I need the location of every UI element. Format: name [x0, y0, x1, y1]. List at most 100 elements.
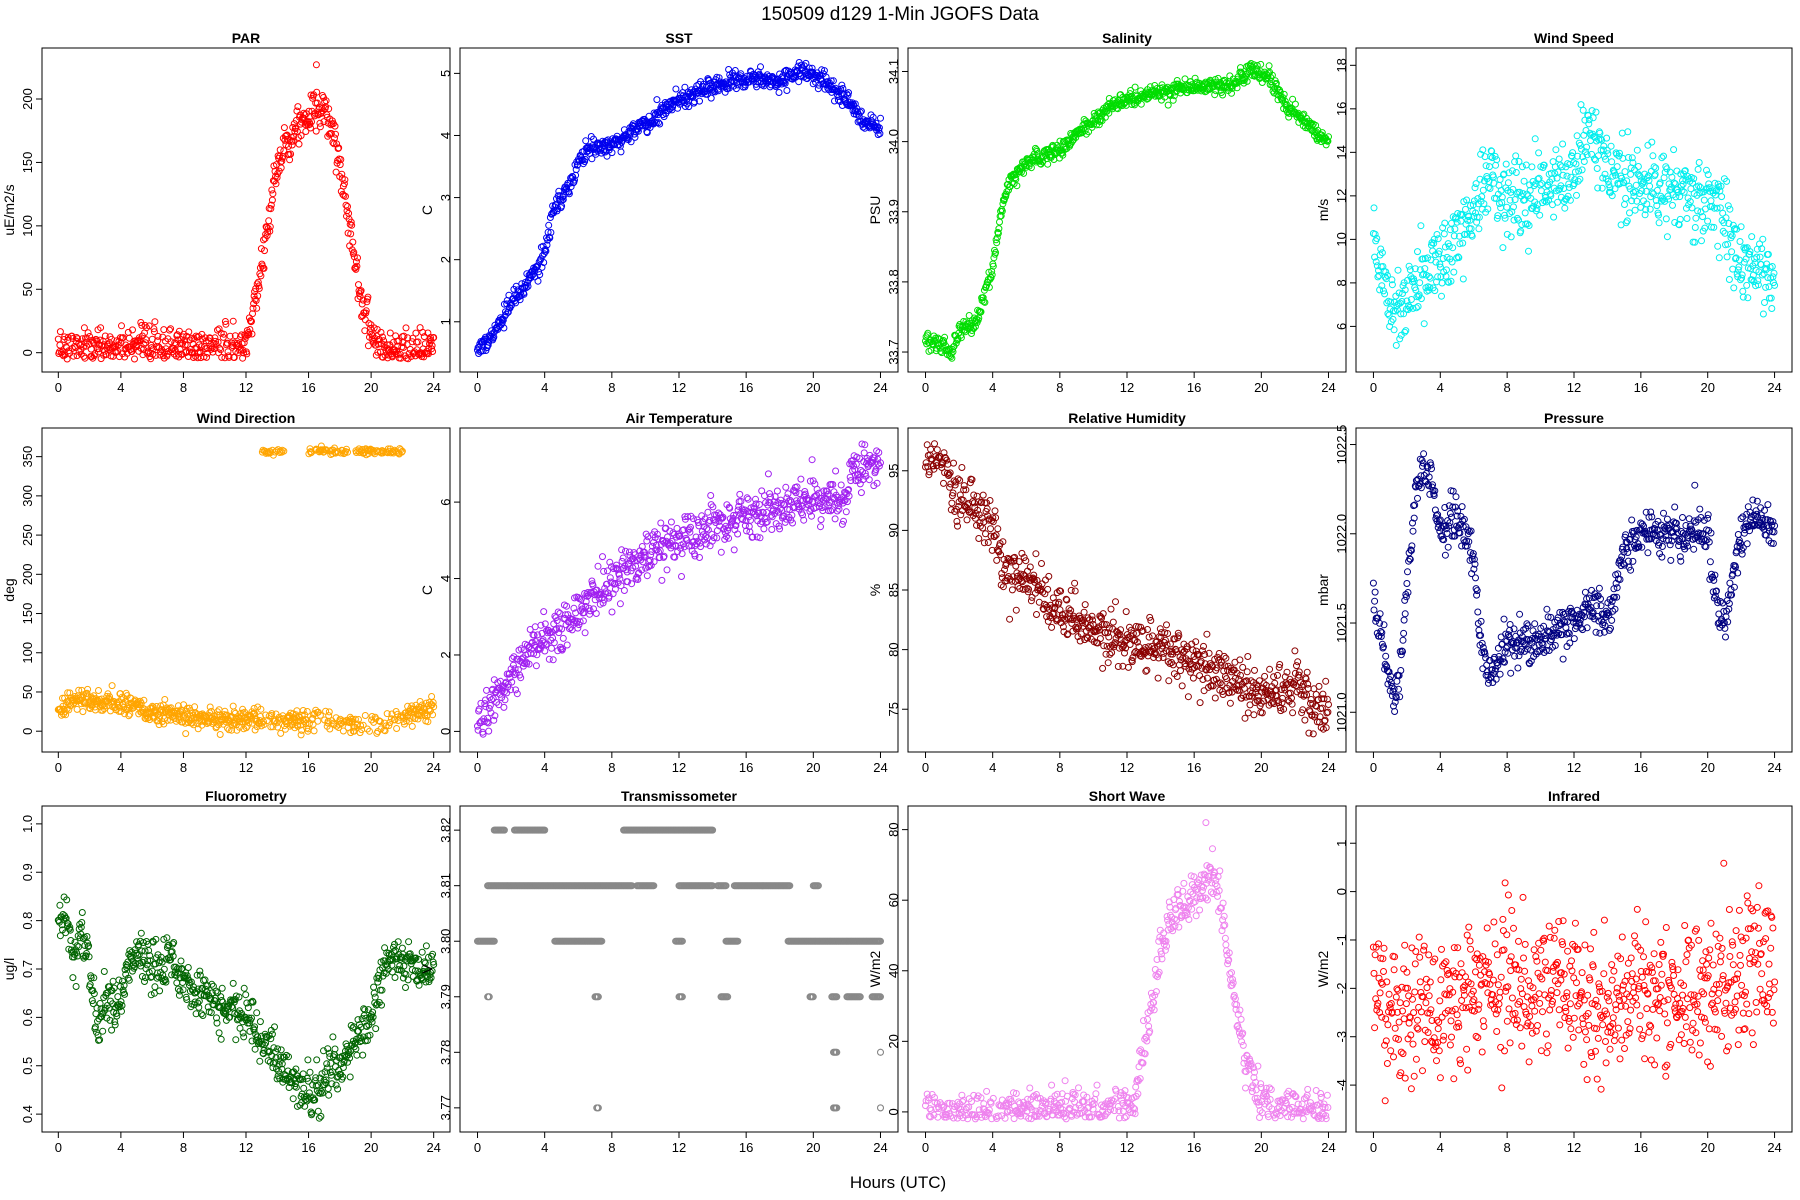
panel-title: Wind Speed: [1534, 30, 1614, 46]
data-point: [667, 518, 675, 526]
data-point: [1414, 248, 1421, 256]
data-point: [150, 328, 158, 336]
data-point: [957, 334, 965, 342]
data-point: [56, 328, 64, 336]
data-point: [118, 322, 125, 330]
data-point: [290, 133, 298, 140]
y-tick-label: 0: [438, 728, 453, 735]
data-point: [350, 248, 358, 256]
data-point: [1695, 159, 1703, 166]
data-point: [371, 334, 379, 342]
data-point: [348, 221, 356, 229]
data-point: [1045, 572, 1053, 580]
data-point: [1525, 247, 1532, 255]
data-points: [474, 59, 884, 357]
data-point: [608, 608, 616, 616]
y-axis-label: C: [419, 585, 435, 595]
data-point: [1577, 101, 1585, 109]
data-point: [81, 354, 89, 362]
data-point: [78, 335, 86, 343]
data-point: [1196, 672, 1204, 680]
data-point: [150, 325, 158, 333]
data-point: [653, 96, 661, 104]
data-point: [148, 344, 156, 352]
data-point: [1396, 335, 1404, 343]
data-point: [559, 634, 567, 642]
x-tick-label: 8: [608, 380, 615, 395]
data-point: [289, 137, 297, 145]
panel-title: SST: [665, 30, 693, 46]
data-point: [1486, 163, 1493, 171]
data-point: [1031, 157, 1039, 165]
data-point: [655, 119, 662, 127]
data-point: [971, 323, 979, 331]
y-tick-label: 16: [1334, 102, 1349, 116]
data-point: [408, 722, 416, 730]
data-point: [1691, 224, 1699, 231]
x-tick-label: 16: [739, 380, 753, 395]
x-tick-label: 20: [1254, 760, 1268, 775]
data-point: [1417, 222, 1425, 230]
data-point: [266, 227, 274, 235]
data-point: [395, 337, 403, 345]
data-point: [308, 118, 315, 126]
data-point: [216, 344, 224, 352]
x-tick-label: 16: [301, 380, 315, 395]
data-point: [1723, 253, 1731, 261]
y-tick-label: 50: [20, 685, 35, 699]
data-point: [1658, 154, 1666, 162]
data-point: [1257, 60, 1265, 68]
data-point: [1184, 693, 1192, 701]
x-tick-label: 0: [55, 380, 62, 395]
data-point: [108, 682, 116, 690]
data-point: [947, 350, 955, 358]
data-point: [331, 134, 338, 142]
data-point: [953, 336, 961, 344]
data-point: [704, 76, 712, 84]
y-tick-label: 34.0: [886, 129, 901, 154]
data-point: [1729, 265, 1737, 273]
y-tick-label: 80: [886, 642, 901, 656]
data-point: [734, 530, 742, 538]
data-point: [1109, 618, 1117, 626]
data-point: [97, 324, 105, 332]
data-point: [225, 353, 233, 361]
data-point: [302, 128, 310, 135]
x-tick-label: 16: [1187, 380, 1201, 395]
data-point: [934, 334, 942, 342]
x-tick-label: 0: [474, 760, 481, 775]
data-point: [747, 516, 754, 524]
data-point: [1748, 233, 1756, 241]
data-point: [1646, 205, 1654, 213]
y-tick-label: 8: [1334, 279, 1349, 286]
data-point: [403, 341, 411, 349]
data-point: [273, 174, 281, 181]
data-point: [832, 467, 840, 475]
data-point: [229, 317, 237, 325]
y-tick-label: 0: [20, 728, 35, 735]
data-point: [400, 332, 408, 340]
data-point: [1598, 184, 1606, 192]
data-point: [54, 335, 62, 343]
data-point: [1512, 169, 1520, 176]
data-point: [979, 294, 987, 302]
y-tick-label: 6: [438, 498, 453, 505]
data-point: [347, 218, 355, 226]
panel-title: Relative Humidity: [1068, 410, 1186, 426]
data-point: [361, 712, 369, 719]
data-point: [288, 141, 296, 149]
data-point: [280, 124, 288, 132]
data-point: [707, 94, 715, 102]
data-point: [252, 297, 260, 304]
data-point: [547, 229, 555, 236]
data-point: [1588, 107, 1596, 115]
data-point: [667, 104, 675, 112]
data-point: [619, 554, 627, 562]
data-point: [715, 87, 722, 95]
x-tick-label: 24: [1321, 380, 1335, 395]
data-point: [402, 324, 410, 332]
data-point: [131, 355, 138, 363]
data-point: [572, 166, 580, 174]
